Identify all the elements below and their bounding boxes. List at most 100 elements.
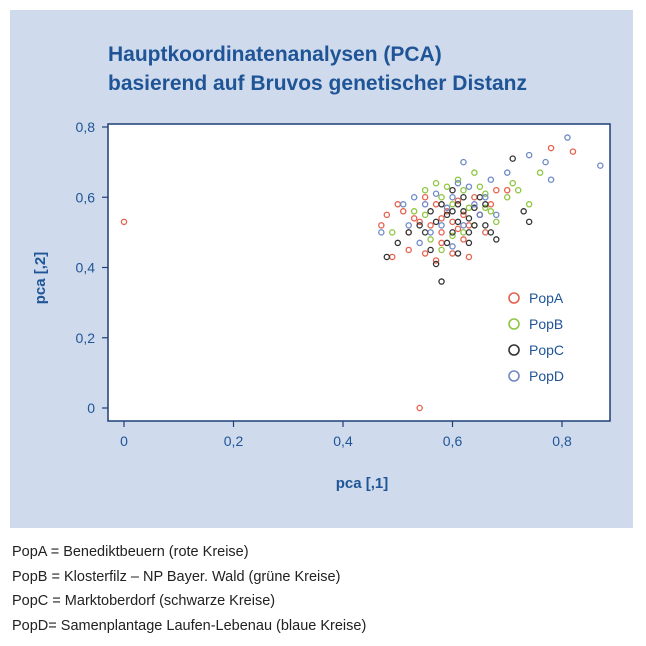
point-popa [416,404,423,412]
point-popc [449,208,456,215]
point-popa [432,257,440,264]
point-popa [460,236,467,243]
point-popb [438,193,445,201]
point-popd [410,193,418,201]
point-popa [454,225,462,233]
point-popc [509,155,516,162]
point-popd [503,169,511,176]
point-popd [465,183,473,190]
point-popc [443,239,451,247]
legend: PopA PopB PopC PopD [508,290,564,384]
point-popd [597,162,604,169]
chart-title-block: Hauptkoordinatenanalysen (PCA) basierend… [108,40,527,98]
point-popc [525,218,533,226]
point-popa [465,253,473,261]
point-popd [416,239,423,247]
axis-ticks: 0 0 0,2 0,2 0,4 0,4 0,6 0,6 0,8 0,8 [76,119,572,449]
point-popd [443,204,451,212]
point-popa [120,218,128,226]
plot-area [107,123,611,422]
point-popa [454,197,462,205]
x-tick-label: 0,6 [443,433,463,449]
point-popb [432,179,440,187]
point-popc [454,201,462,208]
legend-marker-popc [508,344,520,356]
point-popb [454,176,462,183]
point-popb [525,201,533,208]
point-popb [503,193,511,201]
point-popd [427,229,434,236]
point-popc [460,193,467,201]
point-popd [525,151,533,159]
point-popd [487,176,495,183]
point-popc [427,246,434,254]
point-popc [454,250,462,257]
point-popb [536,169,544,176]
y-tick-label: 0,6 [76,189,96,205]
point-popd [493,211,500,219]
point-popd [378,229,385,236]
point-popc [454,218,462,226]
caption-line-popc: PopC = Marktoberdorf (schwarze Kreise) [12,593,276,609]
point-popc [394,239,401,247]
point-popa [438,215,445,222]
point-popa [421,193,429,201]
point-popb [476,183,484,190]
legend-marker-popd [508,370,520,382]
point-popd [454,179,462,187]
point-popa [378,222,385,229]
point-popd [542,158,549,166]
point-popa [460,211,467,219]
point-popd [449,243,456,250]
point-popb [509,179,516,187]
y-tick-label: 0,2 [76,330,96,346]
point-popb [389,229,396,236]
point-popb [471,169,478,176]
point-popc [471,222,478,229]
point-popc [460,208,467,215]
point-popc [438,278,445,285]
y-axis-label: pca [,2] [32,252,49,305]
point-popc [493,236,500,243]
point-popa [416,218,423,226]
x-tick-label: 0 [120,433,128,449]
point-popb [443,183,451,190]
point-popa [383,211,391,219]
point-popc [471,204,478,212]
x-tick-label: 0,8 [552,433,572,449]
y-tick-label: 0 [87,400,95,416]
point-popb [421,186,429,194]
caption: PopA = Benediktbeuern (rote Kreise) PopB… [12,540,366,638]
caption-line-popb: PopB = Klosterfilz – NP Bayer. Wald (grü… [12,568,341,585]
point-popb [482,190,489,197]
point-popd [432,190,440,197]
point-popd [564,134,571,141]
point-popb [421,211,429,219]
point-popd [460,158,467,166]
point-popa [503,186,511,194]
legend-marker-popb [508,318,520,330]
point-popc [465,239,473,247]
point-popc [427,208,434,215]
point-popa [547,144,555,152]
point-popc [465,229,473,236]
point-popc [449,186,456,194]
chart-subtitle: basierend auf Bruvos genetischer Distanz [108,72,527,95]
point-popc [432,260,440,268]
x-tick-label: 0,2 [224,433,244,449]
legend-marker-popa [508,292,520,304]
point-popd [438,222,445,229]
y-tick-label: 0,8 [76,119,96,135]
point-popc [405,229,412,236]
data-points [120,134,604,412]
point-popa [405,246,412,254]
point-popb [514,186,522,194]
point-popa [493,186,500,194]
legend-label-popb: PopB [529,316,563,332]
point-popd [482,193,489,201]
point-popd [405,222,412,229]
x-tick-label: 0,4 [333,433,353,449]
legend-label-popd: PopD [529,368,564,384]
legend-label-popc: PopC [529,342,564,358]
